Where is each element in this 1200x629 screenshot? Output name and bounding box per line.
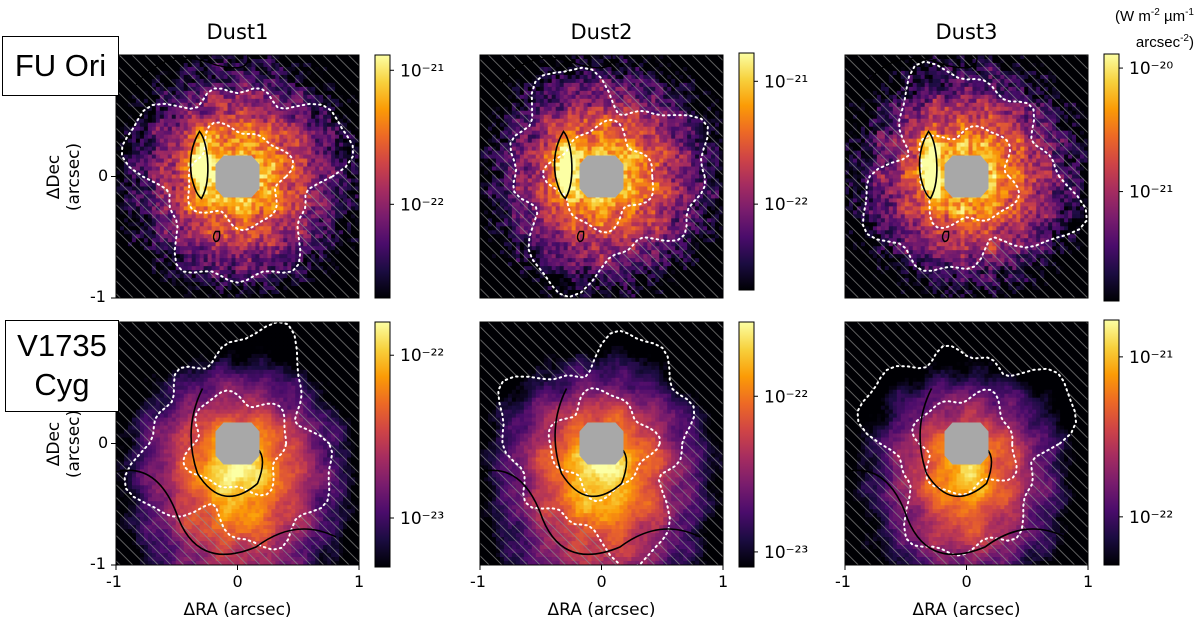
heatmap-image: [116, 322, 359, 565]
solid-contour: [499, 55, 613, 86]
colorbar-tick-label: 10⁻²²: [400, 346, 444, 366]
x-tick-label: 1: [1083, 572, 1093, 591]
coronagraph-mask: [215, 422, 260, 465]
x-axis-label: ΔRA (arcsec): [138, 600, 338, 620]
x-axis-label: ΔRA (arcsec): [502, 600, 702, 620]
heatmap-image: [480, 322, 723, 565]
x-tick-label: 0: [233, 572, 243, 591]
colorbar-tick-label: 10⁻²²: [764, 387, 808, 407]
colorbar-tick-label: 10⁻²³: [764, 543, 808, 563]
solid-contour: [212, 230, 221, 243]
colorbar: [374, 54, 391, 299]
solid-contour: [941, 230, 950, 243]
colorbar-tick-label: 10⁻²²: [1129, 508, 1173, 528]
coronagraph-mask: [579, 422, 624, 465]
row-label-v1735-line2: Cyg: [34, 366, 89, 405]
x-tick-label: 0: [962, 572, 972, 591]
heatmap-panel-0-0: 10⁻²¹ 10⁻²²: [111, 54, 444, 299]
colorbar-tick-label: 10⁻²²: [764, 195, 808, 215]
heatmap-panel-1-1: 10⁻²² 10⁻²³: [479, 321, 808, 570]
heatmap-panel-0-1: 10⁻²¹ 10⁻²²: [479, 52, 808, 299]
heatmap-image: [116, 55, 359, 298]
outer-dotted-contour: [497, 329, 696, 565]
y-tick-label: 0: [98, 166, 108, 185]
axes-frame: [479, 54, 724, 299]
coronagraph-mask: [944, 155, 989, 198]
solid-contour: [190, 388, 264, 498]
colorbar-tick-label: 10⁻²¹: [1129, 183, 1173, 203]
solid-contour: [554, 388, 628, 498]
solid-contour: [553, 130, 573, 200]
solid-contour: [918, 130, 938, 200]
outer-dotted-contour: [861, 60, 1088, 272]
coronagraph-mask: [579, 155, 624, 198]
heatmap-image: [845, 322, 1088, 565]
outer-dotted-contour: [120, 87, 355, 284]
row-label-fu-ori: FU Ori: [2, 36, 119, 96]
solid-contour: [116, 469, 337, 556]
outer-dotted-contour: [123, 322, 334, 551]
colorbar-tick-label: 10⁻²¹: [1129, 348, 1173, 368]
coronagraph-mask: [944, 422, 989, 465]
panel-title: Dust1: [138, 20, 338, 44]
solid-contour: [576, 230, 585, 243]
colorbar: [374, 321, 391, 568]
y-tick-label: 0: [98, 433, 108, 452]
inner-dotted-contour: [187, 121, 295, 232]
colorbar: [738, 321, 755, 568]
colorbar: [738, 52, 755, 291]
coronagraph-mask: [215, 155, 260, 198]
x-tick-label: 0: [597, 572, 607, 591]
colorbar: [1103, 319, 1120, 566]
x-axis-label: ΔRA (arcsec): [867, 600, 1067, 620]
row-label-fu-ori-text: FU Ori: [15, 47, 106, 86]
y-axis-label: ΔDec (arcsec): [44, 384, 84, 504]
colorbar-tick-label: 10⁻²⁰: [1129, 59, 1173, 79]
row-label-v1735-cyg: V1735 Cyg: [5, 320, 119, 412]
outer-dotted-contour: [856, 344, 1078, 557]
y-tick-label: -1: [90, 554, 106, 573]
row-label-v1735-line1: V1735: [17, 327, 107, 366]
x-tick-label: 1: [354, 572, 364, 591]
outer-dotted-contour: [509, 66, 709, 298]
x-tick-label: 1: [718, 572, 728, 591]
inner-dotted-contour: [182, 389, 288, 497]
solid-contour: [919, 388, 993, 498]
heatmap-panel-0-2: 10⁻²⁰ 10⁻²¹: [844, 53, 1173, 302]
panel-title: Dust3: [867, 20, 1067, 44]
colorbar: [1103, 53, 1120, 302]
solid-contour: [189, 130, 209, 200]
colorbar-tick-label: 10⁻²³: [400, 509, 444, 529]
heatmap-image: [845, 55, 1088, 298]
colorbar-tick-label: 10⁻²²: [400, 195, 444, 215]
solid-contour: [135, 55, 249, 86]
solid-contour: [480, 469, 701, 556]
heatmap-panel-1-0: 10⁻²² 10⁻²³: [111, 321, 444, 570]
heatmap-panel-1-2: 10⁻²¹ 10⁻²²: [844, 319, 1173, 570]
inner-dotted-contour: [911, 388, 1018, 496]
panel-title: Dust2: [502, 20, 702, 44]
x-tick-label: -1: [835, 572, 851, 591]
solid-contour: [864, 55, 978, 86]
y-axis-label: ΔDec (arcsec): [44, 117, 84, 237]
x-tick-label: -1: [470, 572, 486, 591]
solid-contour: [845, 469, 1066, 556]
colorbar-tick-label: 10⁻²¹: [764, 72, 808, 92]
colorbar-units-label: (W m-2 µm-1 arcsec-2): [1115, 2, 1194, 54]
inner-dotted-contour: [542, 118, 655, 234]
axes-frame: [844, 54, 1089, 299]
heatmap-image: [480, 55, 723, 298]
y-tick-label: -1: [90, 287, 106, 306]
x-tick-label: -1: [106, 572, 122, 591]
colorbar-tick-label: 10⁻²¹: [400, 61, 444, 81]
